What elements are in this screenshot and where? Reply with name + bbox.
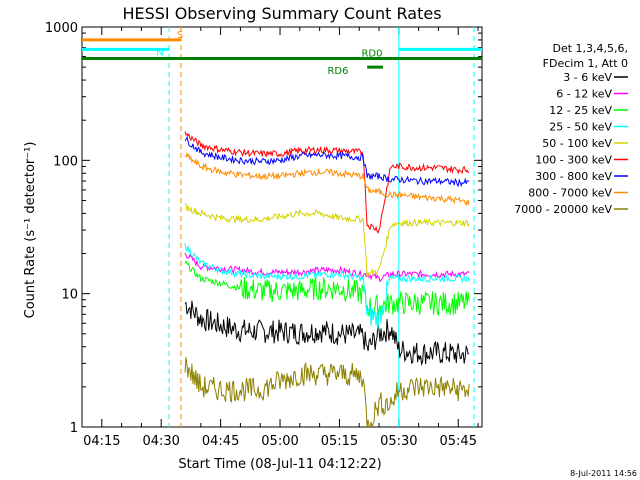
y-axis-label: Count Rate (s⁻¹ detector⁻¹) (23, 142, 38, 319)
flag-label: S (177, 30, 183, 41)
x-tick-label: 04:45 (202, 434, 239, 449)
series-line (184, 300, 470, 367)
x-tick-label: 05:45 (440, 434, 477, 449)
x-tick-label: 04:15 (83, 434, 120, 449)
legend-entry-label: 6 - 12 keV (556, 88, 612, 101)
y-tick-label: 1000 (45, 21, 78, 36)
chart-title: HESSI Observing Summary Count Rates (122, 4, 441, 23)
series-line (184, 252, 470, 283)
legend-entry-label: 25 - 50 keV (549, 121, 612, 134)
timestamp-label: 8-Jul-2011 14:56 (570, 469, 637, 478)
y-tick-label: 100 (53, 154, 78, 169)
legend: Det 1,3,4,5,6, FDecim 1, Att 0 3 - 6 keV… (514, 42, 628, 216)
y-tick-label: 10 (61, 288, 78, 303)
x-axis-label: Start Time (08-Jul-11 04:12:22) (178, 457, 381, 472)
x-tick-label: 04:30 (142, 434, 179, 449)
legend-header-line-1: Det 1,3,4,5,6, (552, 42, 628, 55)
series-line (184, 136, 470, 188)
series-line (184, 203, 470, 279)
flag-label: RD6 (327, 66, 348, 77)
x-tick-label: 05:15 (321, 434, 358, 449)
plot-area: 1 10 100 1000 04:15 04:30 04:45 05:00 05:15 05:30… (45, 21, 483, 449)
series-line (184, 357, 470, 427)
x-tick-label: 05:00 (261, 434, 298, 449)
legend-entry-label: 3 - 6 keV (563, 71, 612, 84)
series-line (184, 151, 470, 207)
legend-entry-label: 7000 - 20000 keV (514, 203, 612, 216)
flag-label: N (156, 47, 163, 58)
legend-entry-label: 300 - 800 keV (535, 170, 612, 183)
legend-header-line-2: FDecim 1, Att 0 (543, 57, 628, 70)
x-tick-label: 05:30 (380, 434, 417, 449)
series-line (184, 260, 470, 319)
legend-entry-label: 12 - 25 keV (549, 104, 612, 117)
series-line (184, 243, 470, 330)
series-line (184, 131, 470, 234)
flag-label: RD0 (361, 49, 382, 60)
legend-entry-label: 800 - 7000 keV (528, 187, 612, 200)
legend-entry-label: 100 - 300 keV (535, 154, 612, 167)
y-tick-label: 1 (70, 421, 78, 436)
legend-entry-label: 50 - 100 keV (542, 137, 612, 150)
axis-frame (81, 26, 483, 428)
